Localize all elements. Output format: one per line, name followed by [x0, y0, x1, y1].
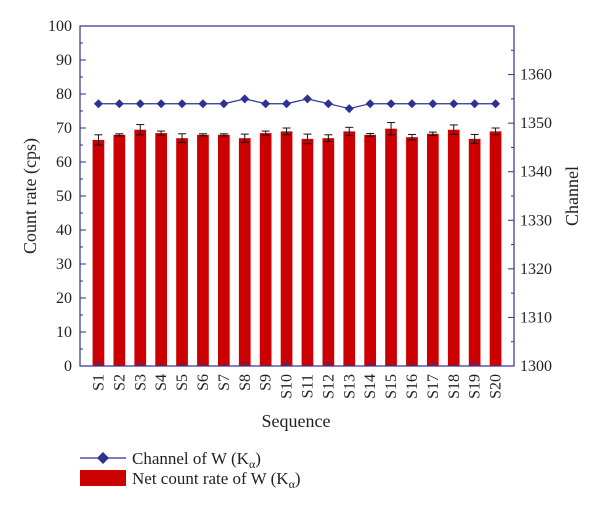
y-axis-label: Count rate (cps): [20, 138, 41, 254]
bar: [322, 138, 335, 366]
y-axis-right: 1300 1310 1320 1330 1340 1350 1360: [508, 49, 552, 375]
legend: Channel of W (Kα) Net count rate of W (K…: [80, 449, 301, 491]
bar: [406, 137, 418, 366]
y-tick-label: 40: [56, 222, 72, 239]
bar: [280, 131, 293, 366]
legend-diamond-swatch: [97, 452, 109, 464]
y2-tick-label: 1350: [520, 115, 552, 132]
line-point: [114, 99, 124, 109]
line-point: [470, 99, 480, 109]
x-tick-label: S2: [111, 374, 128, 391]
y2-tick-label: 1300: [520, 358, 552, 375]
y2-tick-label: 1340: [520, 164, 552, 181]
bar: [426, 133, 439, 366]
x-tick-label: S15: [383, 374, 400, 399]
line-point: [491, 99, 501, 109]
x-tick-label: S11: [299, 374, 316, 398]
x-tick-label: S1: [90, 374, 107, 391]
y-tick-label: 10: [56, 324, 72, 341]
bar: [176, 138, 188, 366]
x-axis-label: Sequence: [262, 411, 331, 431]
line-point: [449, 99, 459, 109]
x-tick-label: S20: [488, 374, 505, 399]
y-tick-label: 30: [56, 256, 72, 273]
x-tick-label: S6: [195, 374, 212, 391]
x-tick-label: S7: [216, 374, 233, 391]
y-tick-label: 100: [48, 18, 72, 35]
line-point: [428, 99, 438, 109]
x-tick-label: S4: [153, 374, 170, 391]
y-tick-label: 50: [56, 188, 72, 205]
x-tick-label: S14: [362, 374, 379, 399]
line-point: [219, 99, 229, 109]
legend-label-channel: Channel of W (Kα): [132, 449, 261, 471]
line-point: [302, 94, 312, 104]
legend-item-count-rate: Net count rate of W (Kα): [80, 469, 301, 491]
x-tick-label: S5: [174, 374, 191, 391]
bar: [155, 133, 168, 366]
bar: [385, 128, 397, 366]
line-point: [135, 99, 145, 109]
y2-tick-label: 1320: [520, 261, 552, 278]
y-tick-label: 60: [56, 154, 72, 171]
x-tick-label: S9: [258, 374, 275, 391]
bar: [217, 134, 230, 366]
line-point: [156, 99, 166, 109]
bar: [301, 138, 314, 366]
x-tick-label: S10: [279, 374, 296, 399]
line-point: [177, 99, 187, 109]
legend-item-channel: Channel of W (Kα): [80, 449, 261, 471]
x-tick-label: S13: [341, 374, 358, 399]
line-point: [198, 99, 208, 109]
x-tick-label: S12: [320, 374, 337, 399]
bar: [134, 129, 147, 366]
x-tick-label: S18: [446, 374, 463, 399]
x-tick-label: S16: [404, 374, 421, 399]
y-tick-label: 80: [56, 86, 72, 103]
legend-label-count-rate: Net count rate of W (Kα): [132, 469, 301, 491]
y2-axis-label: Channel: [562, 166, 582, 226]
bar: [364, 134, 377, 366]
bar: [197, 134, 209, 366]
y2-tick-label: 1330: [520, 212, 552, 229]
bar: [468, 138, 481, 366]
y2-tick-label: 1310: [520, 309, 552, 326]
line-point: [240, 94, 250, 104]
line-series: [93, 94, 501, 114]
y-tick-label: 90: [56, 52, 72, 69]
y-axis-left: 0 10 20 30 40 50 60 70 80 90 100: [48, 18, 86, 375]
x-tick-label: S17: [425, 374, 442, 399]
bar: [489, 131, 502, 366]
bar: [447, 129, 460, 366]
x-tick-label: S8: [237, 374, 254, 391]
y2-tick-label: 1360: [520, 67, 552, 84]
line-point: [344, 104, 354, 114]
bar: [343, 131, 356, 366]
line-point: [93, 99, 103, 109]
line-point: [386, 99, 396, 109]
x-tick-label: S3: [132, 374, 149, 391]
bar-series: [92, 122, 502, 366]
line-point: [365, 99, 375, 109]
line-point: [261, 99, 271, 109]
bar: [113, 134, 126, 366]
y-tick-label: 20: [56, 290, 72, 307]
line-point: [407, 99, 417, 109]
bar: [238, 138, 251, 366]
legend-bar-swatch: [80, 470, 126, 486]
line-point: [323, 99, 333, 109]
y-tick-label: 0: [64, 358, 72, 375]
x-axis: S1 S2 S3 S4 S5 S6 S7 S8 S9 S10 S11 S12 S13 S14 S15 S16 S…: [90, 361, 505, 399]
y-tick-label: 70: [56, 120, 72, 137]
x-tick-label: S19: [467, 374, 484, 399]
bar: [259, 133, 272, 366]
bar: [92, 139, 105, 366]
line-point: [282, 99, 292, 109]
